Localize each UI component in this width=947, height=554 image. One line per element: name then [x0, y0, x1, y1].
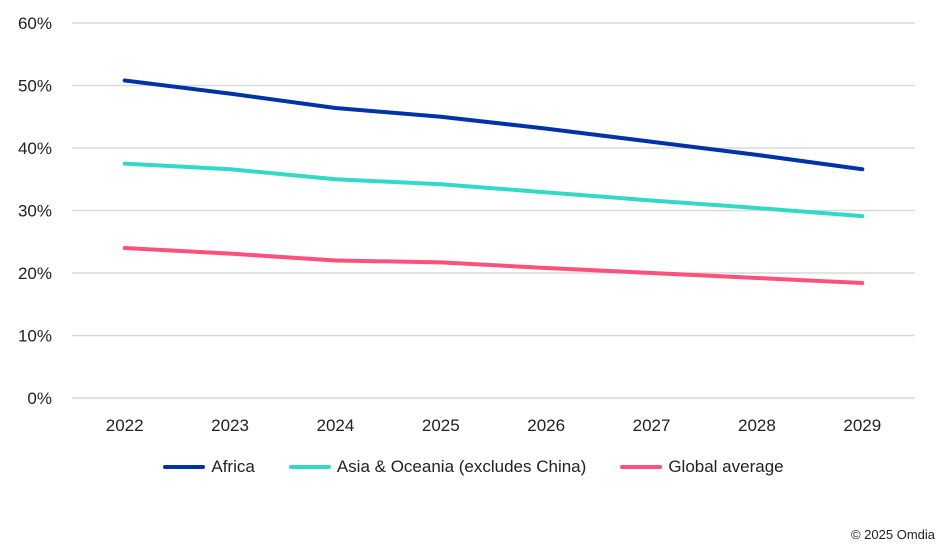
legend: Africa Asia & Oceania (excludes China) G…	[0, 457, 947, 477]
copyright: © 2025 Omdia	[850, 527, 935, 542]
y-tick-label: 50%	[18, 77, 52, 96]
legend-label: Africa	[211, 457, 255, 476]
series-line-asia-oceania-excludes-china	[122, 161, 865, 219]
line-chart: 0% 10% 20% 30% 40% 50% 60% 2022 2023 2024 2025 2026…	[18, 14, 915, 435]
x-tick-label: 2022	[106, 416, 144, 435]
x-tick-label: 2029	[843, 416, 881, 435]
x-tick-label: 2025	[422, 416, 460, 435]
x-tick-label: 2027	[633, 416, 671, 435]
legend-swatch-asia-oceania	[288, 465, 331, 469]
legend-label: Asia & Oceania (excludes China)	[336, 457, 587, 476]
x-tick-label: 2028	[738, 416, 776, 435]
x-tick-label: 2024	[317, 416, 355, 435]
x-tick-label: 2026	[527, 416, 565, 435]
legend-label: Global average	[668, 457, 784, 476]
legend-item-global-average: Global average	[620, 457, 784, 477]
y-tick-label: 0%	[27, 389, 52, 408]
legend-swatch-global-average	[620, 465, 663, 469]
y-tick-label: 20%	[18, 264, 52, 283]
y-tick-label: 30%	[18, 202, 52, 221]
series-line-africa	[122, 78, 865, 172]
legend-item-asia-oceania: Asia & Oceania (excludes China)	[288, 457, 587, 477]
series-line-global-average	[122, 246, 865, 285]
x-tick-label: 2023	[211, 416, 249, 435]
legend-item-africa: Africa	[163, 457, 255, 477]
legend-swatch-africa	[163, 465, 206, 469]
y-tick-label: 60%	[18, 14, 52, 33]
y-tick-label: 40%	[18, 139, 52, 158]
y-tick-label: 10%	[18, 327, 52, 346]
